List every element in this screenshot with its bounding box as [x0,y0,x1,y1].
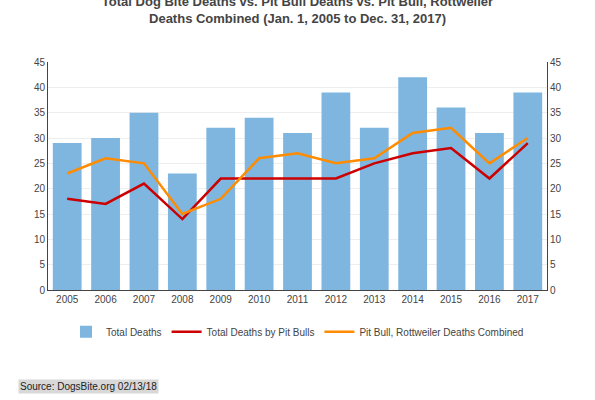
svg-text:0: 0 [39,285,45,296]
svg-text:20: 20 [550,183,562,194]
svg-text:2005: 2005 [56,294,79,305]
svg-text:10: 10 [550,234,562,245]
svg-text:2006: 2006 [94,294,117,305]
svg-text:5: 5 [39,259,45,270]
svg-text:20: 20 [34,183,46,194]
svg-text:2014: 2014 [402,294,425,305]
svg-text:Pit Bull, Rottweiler Deaths Co: Pit Bull, Rottweiler Deaths Combined [359,327,523,338]
svg-text:25: 25 [550,158,562,169]
svg-text:2016: 2016 [478,294,501,305]
svg-text:5: 5 [550,259,556,270]
svg-text:Total Dog Bite Deaths vs. Pit: Total Dog Bite Deaths vs. Pit Bull Death… [102,0,493,26]
svg-text:2012: 2012 [325,294,348,305]
svg-text:2011: 2011 [287,294,309,305]
svg-text:2013: 2013 [363,294,386,305]
svg-text:2017: 2017 [517,294,540,305]
svg-text:40: 40 [34,82,46,93]
svg-text:Total Deaths: Total Deaths [106,327,162,338]
svg-text:35: 35 [34,107,46,118]
svg-text:15: 15 [34,209,46,220]
svg-text:30: 30 [550,133,562,144]
svg-text:10: 10 [34,234,46,245]
svg-text:2007: 2007 [133,294,156,305]
svg-text:30: 30 [34,133,46,144]
svg-text:15: 15 [550,209,562,220]
svg-text:2015: 2015 [440,294,463,305]
svg-text:0: 0 [550,285,556,296]
svg-text:35: 35 [550,107,562,118]
svg-text:2010: 2010 [248,294,271,305]
svg-text:2009: 2009 [210,294,233,305]
svg-text:40: 40 [550,82,562,93]
svg-text:Source: DogsBite.org 02/13/18: Source: DogsBite.org 02/13/18 [20,381,157,392]
svg-text:2008: 2008 [171,294,194,305]
svg-text:45: 45 [550,57,562,68]
svg-text:Total Deaths by Pit Bulls: Total Deaths by Pit Bulls [207,327,315,338]
svg-text:25: 25 [34,158,46,169]
svg-text:45: 45 [34,57,46,68]
